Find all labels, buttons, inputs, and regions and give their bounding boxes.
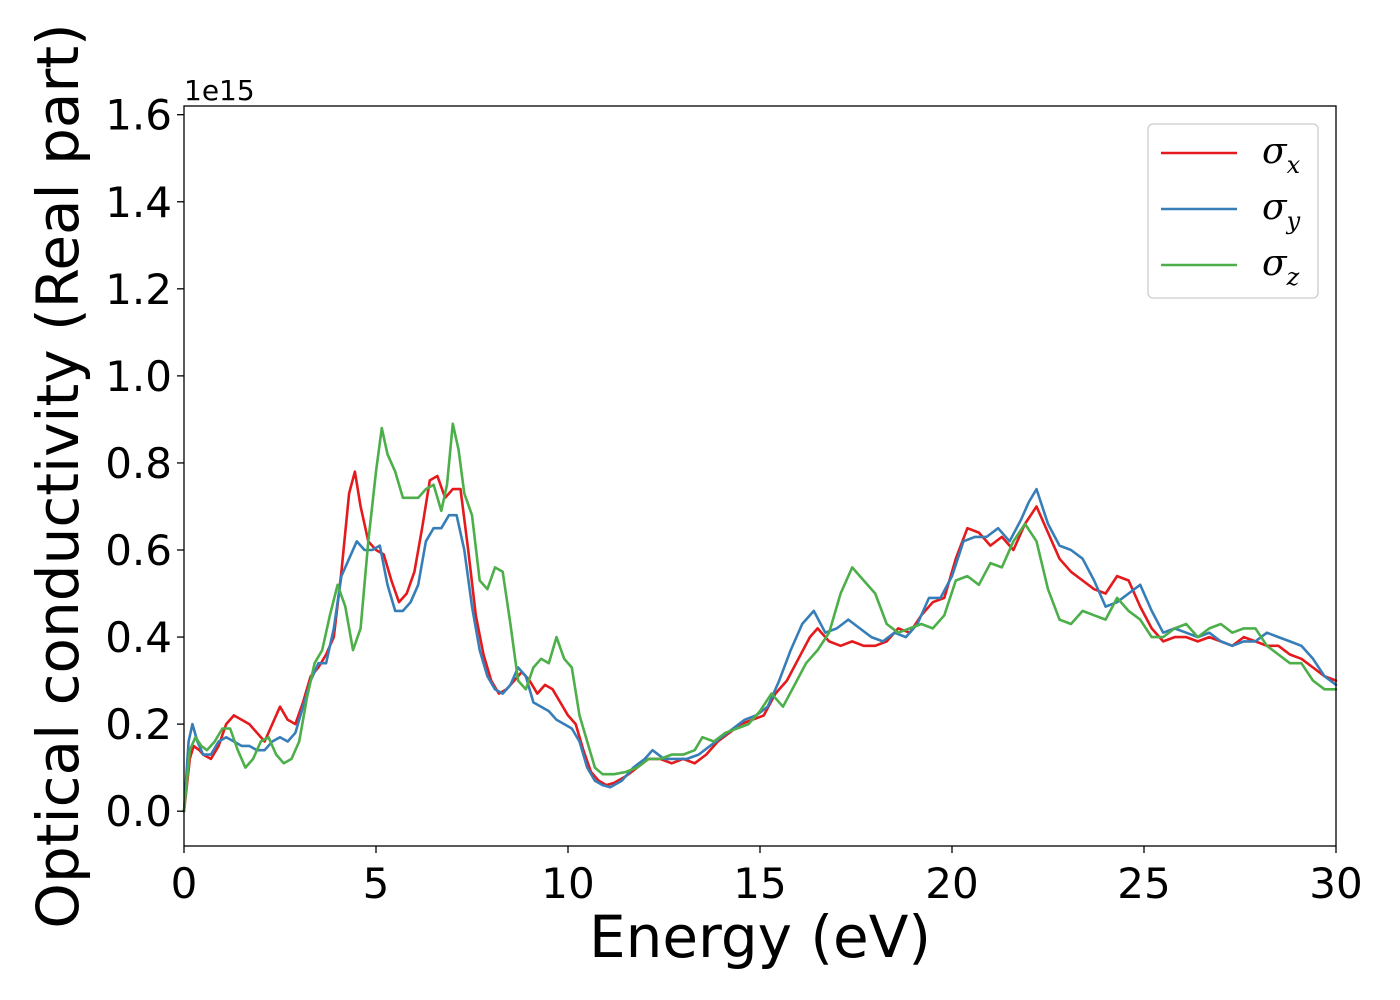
x-tick-label: 0 [171, 859, 198, 908]
legend: σx σy σz [1147, 123, 1319, 299]
y-axis-ticks: 0.0 0.2 0.4 0.6 0.8 1.0 1.2 1.4 1.6 [105, 91, 184, 836]
series-layer [182, 422, 1338, 813]
y-tick-label: 0.6 [105, 526, 172, 575]
x-axis-ticks: 0 5 10 15 20 25 30 [171, 846, 1363, 908]
legend-box [1147, 123, 1319, 299]
x-tick-label: 15 [733, 859, 786, 908]
x-tick-label: 30 [1309, 859, 1362, 908]
x-tick-label: 5 [363, 859, 390, 908]
y-tick-label: 0.0 [105, 787, 172, 836]
series-line-z [182, 422, 1338, 813]
x-axis-label: Energy (eV) [589, 903, 931, 971]
y-tick-label: 1.4 [105, 178, 172, 227]
x-tick-label: 10 [541, 859, 594, 908]
y-tick-label: 0.8 [105, 439, 172, 488]
y-axis-offset-label: 1e15 [184, 74, 255, 107]
legend-label-x: σx [1262, 131, 1301, 179]
y-axis-label: Optical conductivity (Real part) [24, 23, 92, 928]
series-line-y [182, 487, 1338, 813]
legend-items: σx σy σz [1161, 131, 1301, 291]
legend-label-y: σy [1262, 187, 1301, 235]
legend-label-z: σz [1262, 243, 1300, 291]
y-tick-label: 0.4 [105, 613, 172, 662]
y-tick-label: 1.0 [105, 352, 172, 401]
y-tick-label: 0.2 [105, 700, 172, 749]
y-tick-label: 1.2 [105, 265, 172, 314]
x-tick-label: 20 [925, 859, 978, 908]
x-tick-label: 25 [1117, 859, 1170, 908]
y-tick-label: 1.6 [105, 91, 172, 140]
